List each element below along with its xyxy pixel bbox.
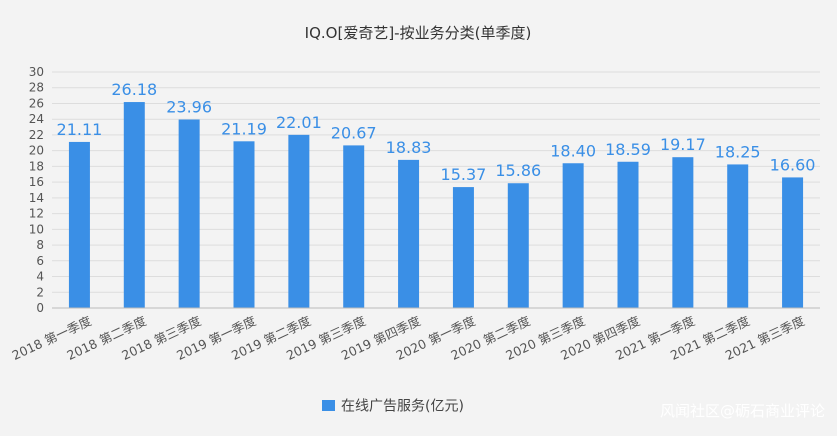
y-tick-label: 8: [36, 238, 44, 252]
y-tick-label: 12: [29, 207, 44, 221]
bar[interactable]: [727, 164, 749, 308]
bar[interactable]: [782, 177, 804, 308]
data-label: 21.11: [57, 120, 103, 139]
data-label: 21.19: [221, 119, 267, 138]
bar[interactable]: [617, 161, 639, 308]
data-label: 15.86: [495, 161, 541, 180]
bar[interactable]: [452, 187, 474, 308]
y-tick-label: 22: [29, 128, 44, 142]
y-tick-label: 20: [29, 144, 44, 158]
y-tick-label: 10: [29, 222, 44, 236]
data-label: 22.01: [276, 113, 322, 132]
data-label: 23.96: [166, 98, 212, 117]
bar[interactable]: [178, 119, 200, 308]
y-tick-label: 6: [36, 254, 44, 268]
y-tick-label: 2: [36, 285, 44, 299]
data-label: 18.59: [605, 140, 651, 159]
y-tick-label: 0: [36, 301, 44, 315]
data-label: 26.18: [111, 80, 157, 99]
legend-label: 在线广告服务(亿元): [341, 399, 464, 415]
data-label: 19.17: [660, 135, 706, 154]
bar[interactable]: [68, 141, 90, 308]
y-tick-label: 30: [29, 65, 44, 79]
y-tick-label: 24: [29, 112, 44, 126]
bar[interactable]: [672, 157, 694, 308]
y-tick-label: 4: [36, 270, 44, 284]
bar[interactable]: [288, 134, 310, 308]
watermark: 风闻社区@砺石商业评论: [660, 402, 825, 420]
y-tick-label: 14: [29, 191, 44, 205]
y-tick-label: 16: [29, 175, 44, 189]
bar[interactable]: [507, 183, 529, 308]
data-label: 15.37: [441, 165, 487, 184]
data-label: 20.67: [331, 123, 377, 142]
data-label: 16.60: [770, 155, 816, 174]
bar[interactable]: [343, 145, 365, 308]
bar[interactable]: [233, 141, 255, 308]
bar[interactable]: [123, 102, 145, 309]
data-label: 18.83: [386, 138, 432, 157]
data-label: 18.40: [550, 141, 596, 160]
bar[interactable]: [562, 163, 584, 308]
y-tick-label: 26: [29, 96, 44, 110]
data-labels: 21.11 26.18 23.96 21.19 22.01 20.67 18.83 15.37…: [57, 80, 816, 184]
y-tick-label: 28: [29, 81, 44, 95]
bar-series: [68, 102, 804, 309]
bar[interactable]: [398, 159, 420, 308]
y-tick-label: 18: [29, 159, 44, 173]
legend-swatch: [322, 400, 335, 411]
legend[interactable]: 在线广告服务(亿元): [322, 399, 464, 415]
data-label: 18.25: [715, 142, 761, 161]
chart-title: IQ.O[爱奇艺]-按业务分类(单季度): [305, 24, 532, 42]
